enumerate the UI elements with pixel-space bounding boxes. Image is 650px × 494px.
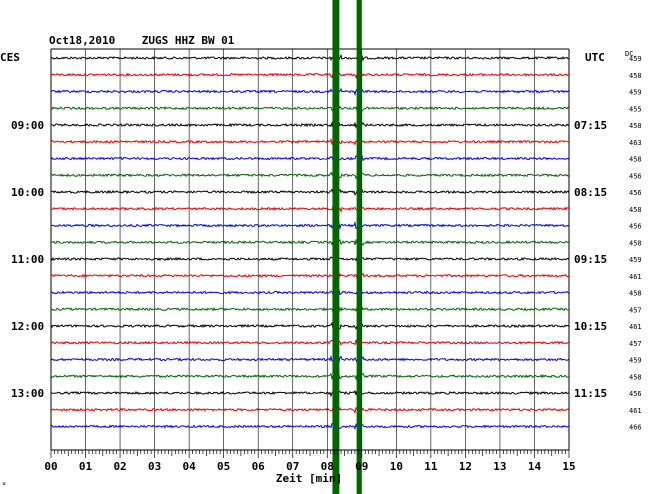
x-tick-label: 15: [562, 460, 575, 473]
dc-value: 463: [629, 139, 642, 147]
x-tick-label: 14: [528, 460, 542, 473]
trace-line: [50, 170, 570, 180]
right-time-label: 10:15: [574, 320, 607, 333]
grid-lines: [50, 48, 570, 450]
dc-value: 456: [629, 390, 642, 398]
x-tick-label: 08: [321, 460, 334, 473]
dc-value: 457: [629, 340, 642, 348]
x-tick-label: 07: [286, 460, 299, 473]
trace-line: [50, 71, 570, 80]
x-tick-label: 02: [113, 460, 126, 473]
dc-value: 458: [629, 290, 642, 298]
right-time-labels: 07:15 08:15 09:15 10:15 11:15: [574, 119, 607, 400]
dc-value: 456: [629, 172, 642, 180]
dc-value: 455: [629, 105, 642, 113]
trace-line: [50, 204, 570, 214]
trace-line: [50, 137, 570, 147]
x-axis-label: Zeit [min]: [276, 472, 342, 485]
dc-value: 461: [629, 323, 642, 331]
trace-line: [50, 53, 570, 62]
trace-line: [50, 238, 570, 247]
left-time-label: 09:00: [11, 119, 44, 132]
left-time-label: 13:00: [11, 387, 44, 400]
trace-line: [50, 338, 570, 347]
trace-line: [50, 305, 570, 313]
x-tick-label: 03: [148, 460, 161, 473]
right-time-label: 09:15: [574, 253, 607, 266]
x-tick-label: 09: [355, 460, 368, 473]
dc-value: 458: [629, 206, 642, 214]
trace-line: [50, 388, 570, 398]
dc-value: 459: [629, 55, 642, 63]
trace-line: [50, 154, 570, 163]
dc-value: 458: [629, 373, 642, 381]
right-time-label: 08:15: [574, 186, 607, 199]
time-axis: 00 01 02 03 04 05 06 07 08 09 10 11 12 13 14 15: [44, 449, 576, 473]
trace-line: [50, 406, 570, 415]
dc-label: DC: [625, 50, 633, 58]
right-time-label: 11:15: [574, 387, 607, 400]
dc-value: 458: [629, 156, 642, 164]
trace-line: [50, 372, 570, 381]
trace-line: [50, 422, 570, 430]
x-tick-label: 12: [459, 460, 472, 473]
trace-line: [50, 255, 570, 262]
dc-value-labels: 459 458 459 455 458 463 458 456 456 458 456 458 459 4…: [629, 55, 642, 432]
left-time-labels: 09:00 10:00 11:00 12:00 13:00: [11, 119, 44, 400]
x-tick-label: 00: [44, 460, 57, 473]
event-marker: [356, 0, 362, 494]
dc-value: 459: [629, 89, 642, 97]
dc-value: 456: [629, 189, 642, 197]
right-zone-label: UTC: [585, 51, 605, 64]
trace-line: [50, 220, 570, 230]
x-tick-label: 04: [183, 460, 197, 473]
dc-value: 459: [629, 357, 642, 365]
trace-line: [50, 105, 570, 113]
trace-line: [50, 287, 570, 298]
dc-value: 458: [629, 239, 642, 247]
trace-line: [50, 87, 570, 97]
trace-line: [50, 321, 570, 331]
dc-value: 466: [629, 424, 642, 432]
x-tick-label: 10: [390, 460, 403, 473]
dc-value: 457: [629, 306, 642, 314]
trace-line: [50, 272, 570, 280]
trace-line: [50, 121, 570, 130]
left-zone-label: CES: [0, 51, 20, 64]
dc-value: 461: [629, 407, 642, 415]
dc-value: 459: [629, 256, 642, 264]
left-time-label: 10:00: [11, 186, 44, 199]
x-tick-label: 11: [424, 460, 438, 473]
left-time-label: 11:00: [11, 253, 44, 266]
x-tick-label: 05: [217, 460, 230, 473]
x-tick-label: 13: [493, 460, 506, 473]
trace-group: [50, 53, 570, 430]
event-markers: [332, 0, 362, 494]
left-time-label: 12:00: [11, 320, 44, 333]
corner-mark: ×: [2, 480, 6, 488]
trace-line: [50, 354, 570, 365]
trace-line: [50, 188, 570, 196]
dc-value: 458: [629, 122, 642, 130]
x-tick-label: 06: [252, 460, 266, 473]
event-marker: [332, 0, 340, 494]
x-tick-label: 01: [79, 460, 93, 473]
right-time-label: 07:15: [574, 119, 607, 132]
dc-value: 458: [629, 72, 642, 80]
dc-value: 461: [629, 273, 642, 281]
dc-value: 456: [629, 223, 642, 231]
chart-title: Oct18,2010 ZUGS HHZ BW 01: [49, 34, 235, 47]
